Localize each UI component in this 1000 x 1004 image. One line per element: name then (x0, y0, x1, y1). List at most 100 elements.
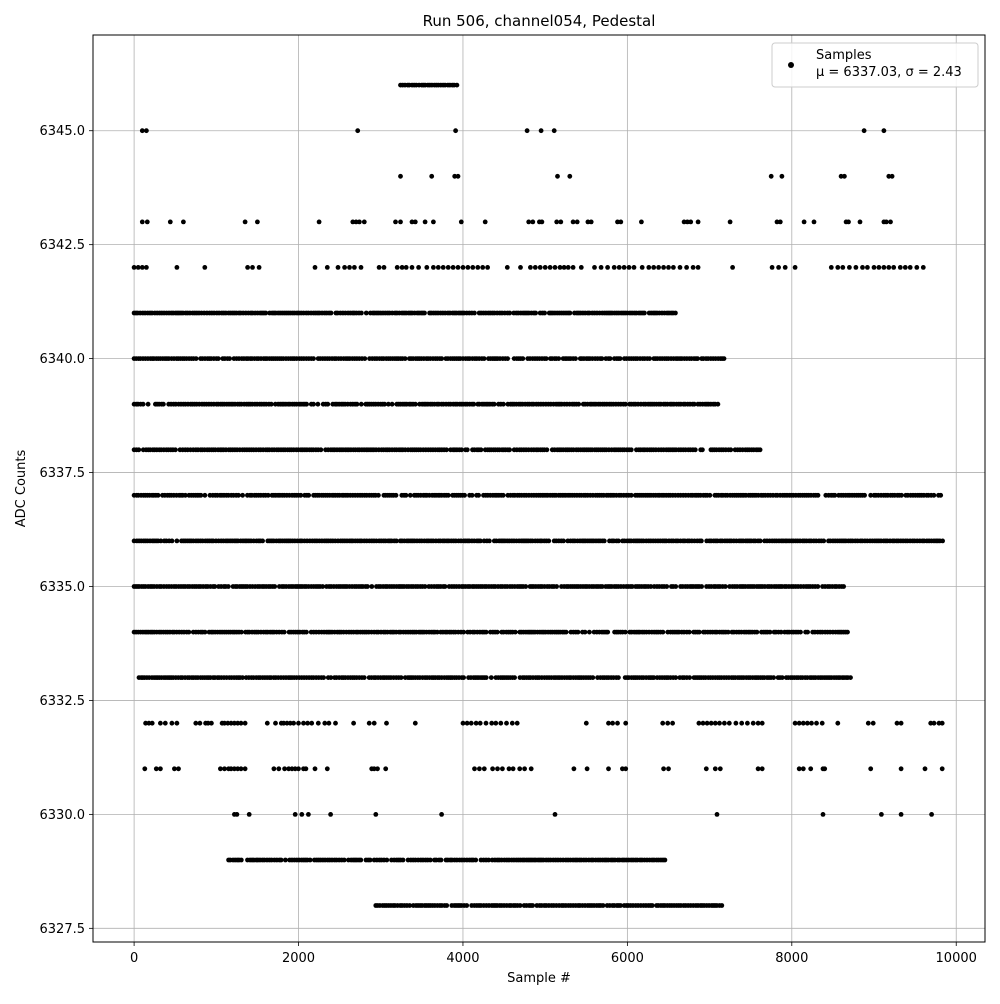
data-point (174, 538, 180, 544)
data-point (413, 401, 418, 407)
data-point (570, 219, 576, 225)
data-point (722, 584, 728, 589)
data-point (144, 265, 149, 270)
data-point (167, 219, 173, 225)
data-point (530, 903, 535, 908)
data-point (894, 720, 900, 726)
data-point (382, 401, 387, 407)
data-point (886, 173, 892, 179)
data-point (225, 584, 231, 589)
data-point (651, 265, 657, 270)
data-point (865, 720, 871, 726)
data-point (554, 219, 560, 225)
data-point (307, 857, 313, 863)
data-point (459, 447, 464, 453)
data-point (488, 675, 494, 680)
data-point (523, 584, 529, 589)
data-point (889, 173, 895, 179)
data-point (543, 356, 549, 361)
data-point (250, 265, 255, 270)
x-axis-label: Sample # (507, 971, 571, 986)
data-point (422, 310, 427, 316)
data-point (501, 401, 506, 407)
data-point (517, 766, 523, 772)
data-point (695, 265, 701, 270)
legend-stats: μ = 6337.03, σ = 2.43 (816, 65, 962, 80)
data-point (600, 903, 606, 908)
data-point (394, 538, 399, 544)
data-point (193, 720, 199, 726)
y-axis-label: ADC Counts (14, 450, 29, 528)
data-point (483, 675, 489, 680)
data-point (315, 720, 321, 726)
data-point (174, 720, 180, 726)
data-point (820, 812, 826, 817)
data-point (242, 766, 248, 772)
data-point (512, 629, 518, 635)
legend: Samples μ = 6337.03, σ = 2.43 (771, 42, 979, 88)
data-point (759, 720, 765, 726)
data-point (681, 219, 687, 225)
data-point (838, 173, 844, 179)
data-point (232, 720, 237, 726)
data-point (393, 492, 399, 498)
data-point (699, 538, 704, 544)
data-point (891, 265, 897, 270)
data-point (567, 310, 573, 316)
data-point (438, 857, 444, 863)
data-point (464, 903, 470, 908)
data-point (570, 265, 576, 270)
data-point (450, 265, 456, 270)
data-point (461, 629, 466, 635)
data-point (225, 720, 231, 726)
data-point (898, 766, 904, 772)
data-point (326, 720, 332, 726)
data-point (779, 675, 785, 680)
data-point (538, 128, 544, 134)
data-point (601, 538, 607, 544)
data-point (299, 812, 305, 817)
data-point (202, 492, 208, 498)
data-point (239, 629, 244, 635)
data-point (779, 173, 785, 179)
data-point (514, 720, 520, 726)
data-point (871, 265, 877, 270)
data-point (582, 629, 588, 635)
data-point (142, 766, 148, 772)
data-point (623, 720, 629, 726)
data-point (691, 401, 697, 407)
data-point (666, 766, 671, 772)
data-point (757, 447, 763, 453)
data-point (318, 447, 324, 453)
data-point (590, 675, 596, 680)
data-point (342, 265, 347, 270)
data-point (938, 492, 944, 498)
data-point (846, 219, 851, 225)
data-point (234, 812, 240, 817)
data-point (898, 812, 904, 817)
data-point (554, 584, 559, 589)
data-point (158, 766, 163, 772)
x-tick-label: 6000 (611, 951, 644, 966)
data-point (494, 629, 500, 635)
data-point (898, 720, 904, 726)
data-point (212, 584, 218, 589)
data-point (482, 219, 488, 225)
data-point (861, 128, 867, 134)
y-tick-label: 6345.0 (40, 124, 86, 139)
data-point (648, 584, 654, 589)
data-point (870, 720, 876, 726)
data-point (914, 265, 920, 270)
data-point (424, 265, 430, 270)
data-point (362, 356, 368, 361)
data-point (174, 265, 180, 270)
data-point (471, 401, 477, 407)
data-point (599, 356, 605, 361)
data-point (539, 219, 545, 225)
data-point (140, 401, 146, 407)
data-point (351, 720, 356, 726)
data-point (367, 857, 373, 863)
data-point (475, 265, 481, 270)
data-point (845, 629, 850, 635)
